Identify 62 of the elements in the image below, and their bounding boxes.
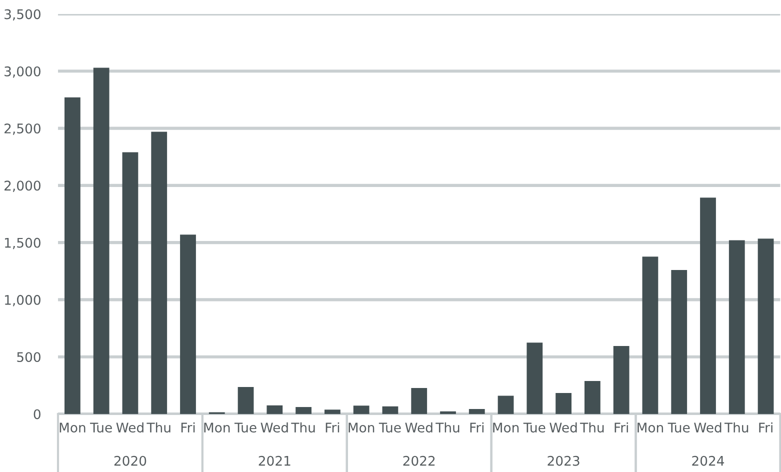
bar — [642, 256, 658, 414]
bar — [498, 396, 514, 414]
y-tick-label: 1,000 — [5, 294, 40, 306]
x-tick-label: Wed — [405, 422, 432, 433]
bar — [671, 270, 688, 414]
x-tick-label: Tue — [90, 422, 112, 433]
x-tick-label: Fri — [614, 422, 628, 432]
x-tick-label: Thu — [436, 422, 460, 433]
x-tick-label: Thu — [580, 422, 604, 433]
y-tick-label: 2,000 — [4, 180, 40, 192]
bar — [382, 406, 398, 414]
x-tick-label: Tue — [668, 422, 690, 433]
text: 2020 — [114, 456, 146, 466]
bar — [122, 152, 138, 414]
x-tick-label: Wed — [694, 422, 722, 433]
x-tick-label: Mon — [493, 422, 519, 433]
text: 2023 — [548, 456, 580, 466]
y-tick-label: 1,500 — [5, 238, 40, 250]
bar — [556, 392, 572, 414]
bar — [440, 411, 456, 414]
x-tick-label: Fri — [326, 422, 340, 432]
x-tick-label: Wed — [116, 422, 144, 433]
x-tick-label: Wed — [260, 422, 288, 433]
bar — [526, 342, 543, 414]
x-tick-label: Fri — [759, 422, 772, 432]
bar — [758, 238, 774, 414]
x-tick-label: Fri — [181, 422, 195, 432]
x-tick-label: Thu — [291, 422, 315, 433]
text: 2022 — [403, 456, 435, 466]
y-tick-label: 500 — [17, 352, 40, 362]
x-tick-label: Fri — [470, 422, 484, 432]
y-tick-label: 3,000 — [4, 66, 40, 78]
x-tick-label: Thu — [146, 422, 170, 433]
bar — [93, 68, 110, 414]
bar — [584, 380, 600, 414]
x-tick-label: Mon — [638, 422, 664, 433]
bar — [64, 97, 80, 414]
y-tick-label: 0 — [34, 409, 40, 420]
x-tick-label: Mon — [348, 422, 374, 433]
bar — [353, 406, 370, 414]
bar — [700, 198, 716, 414]
bar — [324, 410, 340, 414]
x-tick-label: Mon — [204, 422, 230, 433]
bar — [151, 132, 168, 414]
y-tick-label: 2,500 — [4, 124, 40, 135]
x-tick-label: Wed — [550, 422, 577, 433]
bar — [238, 387, 254, 414]
bar — [296, 407, 312, 414]
text: 2021 — [258, 456, 290, 466]
bar — [468, 408, 485, 414]
bar — [180, 234, 196, 414]
y-tick-label: 3,500 — [4, 9, 40, 21]
x-tick-label: Tue — [523, 422, 546, 433]
x-tick-label: Tue — [378, 422, 401, 433]
bar — [613, 346, 630, 414]
bar — [411, 388, 428, 414]
x-tick-label: Thu — [724, 422, 748, 433]
text: 2024 — [692, 456, 724, 466]
bar — [728, 240, 745, 414]
x-tick-label: Mon — [60, 422, 86, 433]
x-tick-label: Tue — [234, 422, 256, 433]
bar — [266, 405, 283, 414]
